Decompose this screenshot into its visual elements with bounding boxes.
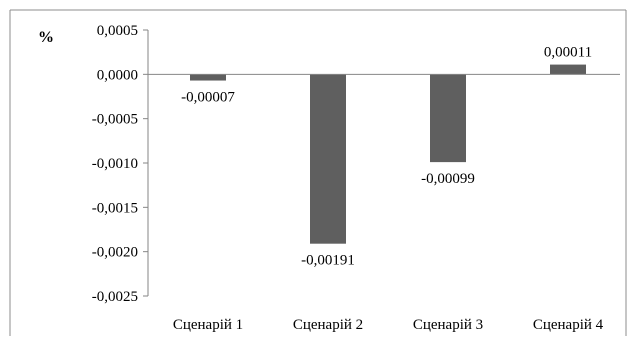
bar <box>190 74 226 81</box>
x-axis: Сценарій 1 Сценарій 2 Сценарій 3 Сценарій 4 <box>148 73 620 333</box>
y-tick-label: 0,0000 <box>97 67 138 83</box>
data-label: -0,00099 <box>421 171 475 187</box>
y-tick-label: -0,0005 <box>92 112 138 128</box>
data-labels: -0,00007 -0,00191 -0,00099 0,00011 <box>181 45 592 269</box>
y-tick-label: -0,0010 <box>92 156 138 172</box>
data-label: -0,00007 <box>181 90 235 106</box>
bar <box>310 74 346 244</box>
y-tick-label: -0,0025 <box>92 289 138 305</box>
x-category-label: Сценарій 3 <box>413 317 483 333</box>
x-category-label: Сценарій 4 <box>533 317 604 333</box>
bars <box>190 64 586 244</box>
data-label: 0,00011 <box>544 45 592 61</box>
y-axis: 0,0005 0,0000 -0,0005 -0,0010 -0,0015 -0,0020… <box>9 9 627 336</box>
bar <box>550 64 586 75</box>
data-label: -0,00191 <box>301 253 355 269</box>
bar <box>430 74 466 163</box>
y-tick-label: -0,0015 <box>92 200 138 216</box>
x-category-label: Сценарій 2 <box>293 317 363 333</box>
x-category-label: Сценарій 1 <box>173 317 243 333</box>
y-tick-label: 0,0005 <box>97 23 138 39</box>
unit-label: % <box>38 29 54 46</box>
y-tick-label: -0,0020 <box>92 245 138 261</box>
